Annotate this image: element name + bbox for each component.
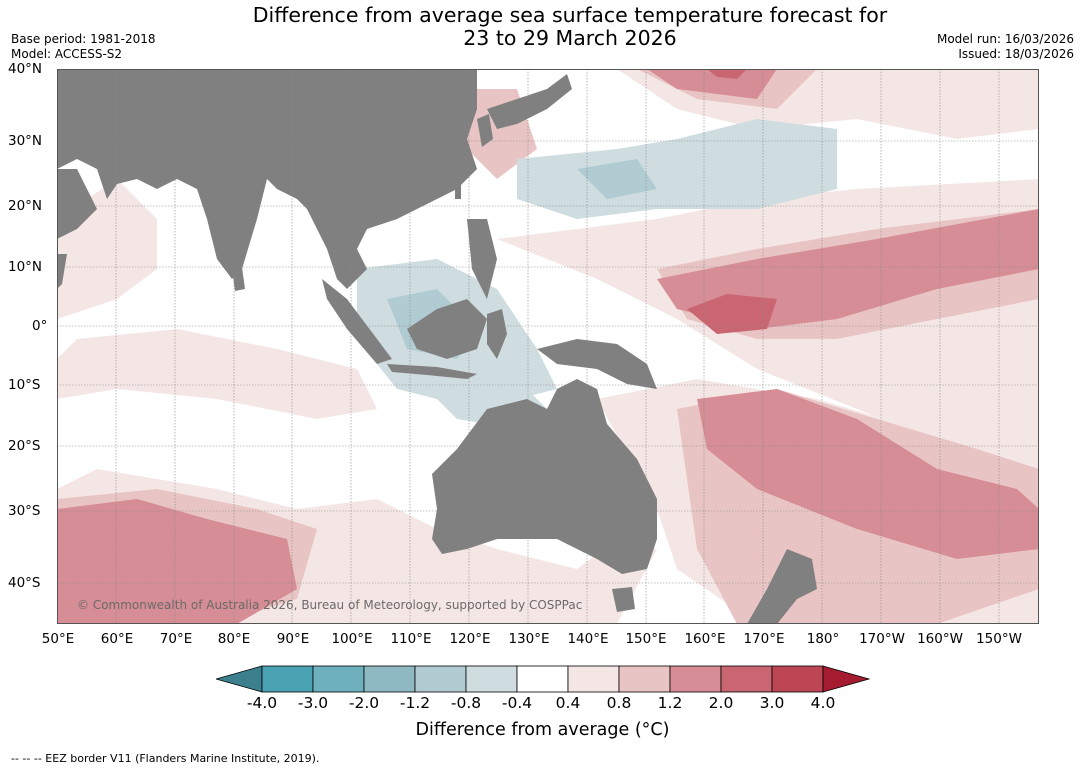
lon-label: 150°E	[625, 631, 667, 647]
lon-label: 130°E	[508, 631, 550, 647]
lon-label: 50°E	[41, 631, 75, 647]
lon-label: 90°E	[276, 631, 310, 647]
map-title: Difference from average sea surface temp…	[0, 4, 1085, 50]
colorbar-extend-high	[822, 665, 871, 693]
lon-label: 160°W	[917, 631, 963, 647]
meta-left: Base period: 1981-2018 Model: ACCESS-S2	[11, 32, 156, 62]
lon-label: 180°	[806, 631, 840, 647]
model-name: Model: ACCESS-S2	[11, 47, 123, 61]
lon-label: 80°E	[217, 631, 251, 647]
anomaly-red-core	[687, 294, 777, 334]
anomaly-pink-strong-southpac	[697, 389, 1039, 559]
colorbar-segment	[465, 665, 518, 693]
lon-label: 140°E	[567, 631, 609, 647]
lat-label: 20°N	[8, 198, 43, 214]
title-line-2: 23 to 29 March 2026	[463, 26, 677, 50]
lon-label: 120°E	[449, 631, 491, 647]
footnote: -- -- -- EEZ border V11 (Flanders Marine…	[11, 752, 320, 765]
model-run: Model run: 16/03/2026	[936, 32, 1074, 46]
lon-label: 150°W	[976, 631, 1022, 647]
land-sumatra	[322, 279, 392, 364]
land-tasmania	[612, 587, 635, 612]
lon-label: 100°E	[331, 631, 373, 647]
anomaly-pink-strong-north	[647, 69, 777, 99]
land-new-guinea	[537, 339, 657, 389]
lon-label: 70°E	[159, 631, 193, 647]
map-svg	[57, 69, 1039, 624]
title-line-1: Difference from average sea surface temp…	[252, 3, 888, 27]
map-frame	[57, 69, 1039, 624]
colorbar-tick: -2.0	[348, 694, 380, 712]
colorbar-segment	[567, 665, 620, 693]
land-korea	[477, 114, 493, 147]
land-borneo	[407, 299, 487, 359]
land-sri-lanka	[232, 267, 245, 291]
colorbar-tick: -1.2	[399, 694, 431, 712]
colorbar-svg	[214, 665, 871, 693]
colorbar-segment	[363, 665, 416, 693]
colorbar-tick: 2.0	[708, 694, 734, 712]
colorbar-tick: 4.0	[810, 694, 836, 712]
lat-label: 30°S	[8, 503, 41, 519]
anomaly-red-north	[707, 69, 747, 79]
colorbar-segment	[516, 665, 569, 693]
colorbar-tick: 0.8	[606, 694, 632, 712]
lon-label: 60°E	[100, 631, 134, 647]
colorbar-segment	[414, 665, 467, 693]
colorbar-segment	[771, 665, 824, 693]
colorbar-segment	[261, 665, 314, 693]
colorbar-tick: 1.2	[657, 694, 683, 712]
meta-right: Model run: 16/03/2026 Issued: 18/03/2026	[937, 32, 1074, 62]
lat-label: 40°N	[8, 61, 43, 77]
land-philippines	[467, 219, 497, 299]
lat-label: 20°S	[8, 438, 41, 454]
land-arabia	[57, 169, 97, 239]
anomaly-blue-northpac-core	[577, 159, 657, 199]
anomaly-blue-northpac	[517, 119, 837, 219]
graticule	[57, 69, 1039, 624]
colorbar-tick: -4.0	[246, 694, 278, 712]
land-africa-horn	[57, 254, 67, 289]
colorbar-tick: -3.0	[297, 694, 329, 712]
issued-date: Issued: 18/03/2026	[958, 47, 1074, 61]
colorbar-tick: 3.0	[759, 694, 785, 712]
colorbar-tick: -0.4	[501, 694, 533, 712]
land-asia	[57, 69, 477, 289]
land-new-zealand	[747, 549, 817, 624]
colorbar-extend-low	[214, 665, 263, 693]
lat-label: 10°N	[8, 259, 43, 275]
colorbar-segment	[618, 665, 671, 693]
lat-label: 10°S	[8, 377, 41, 393]
sst-anomaly-map	[57, 69, 1039, 624]
colorbar-tick: -0.8	[450, 694, 482, 712]
lat-label: 30°N	[8, 133, 43, 149]
land-layer	[57, 69, 817, 624]
lon-label: 170°E	[743, 631, 785, 647]
copyright-notice: © Commonwealth of Australia 2026, Bureau…	[77, 598, 583, 612]
lat-label: 40°S	[8, 575, 41, 591]
lon-label: 110°E	[390, 631, 432, 647]
lon-label: 160°E	[684, 631, 726, 647]
colorbar-tick: 0.4	[555, 694, 581, 712]
land-taiwan	[455, 184, 461, 199]
colorbar-label: Difference from average (°C)	[415, 720, 670, 740]
anomaly-pink-light-indian	[57, 329, 377, 419]
land-japan	[487, 74, 572, 129]
lon-label: 170°W	[859, 631, 905, 647]
colorbar-segment	[312, 665, 365, 693]
colorbar-segment	[669, 665, 722, 693]
anomaly-pink-strong-southindian	[57, 499, 297, 624]
land-java	[387, 364, 477, 379]
land-australia	[432, 379, 657, 574]
colorbar-segment	[720, 665, 773, 693]
land-sulawesi	[487, 309, 507, 359]
base-period: Base period: 1981-2018	[11, 32, 156, 46]
lat-label: 0°	[32, 318, 48, 334]
colorbar	[214, 664, 871, 698]
